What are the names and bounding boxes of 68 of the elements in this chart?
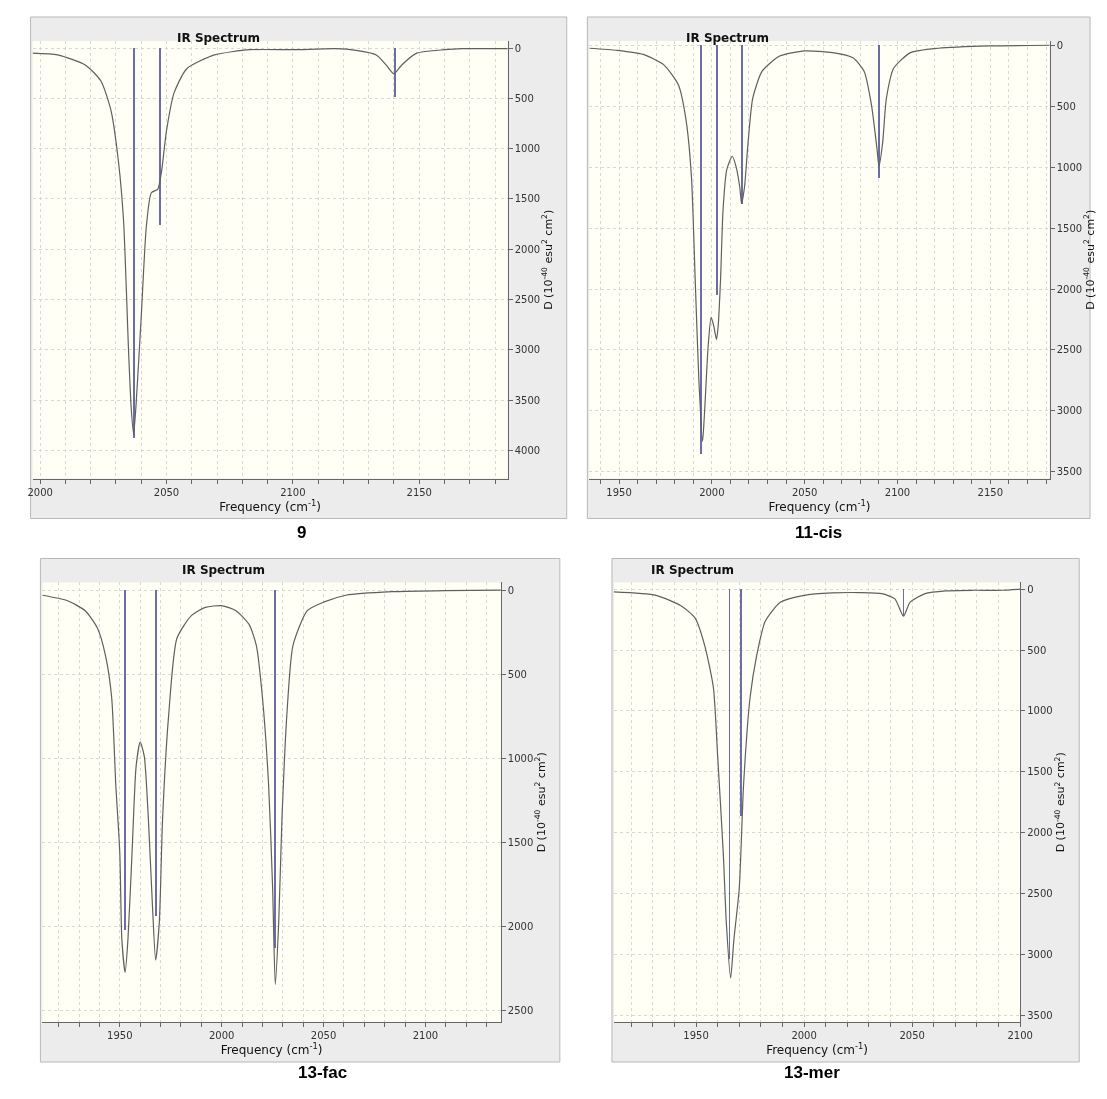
y-tick-label: 2000	[1027, 827, 1053, 839]
x-tick-label: 2150	[977, 486, 1004, 498]
text: 9	[297, 523, 307, 542]
y-tick-label: 0	[514, 42, 522, 54]
y-tick-label: 2000	[1056, 283, 1083, 295]
y-tick-label: 2500	[507, 1004, 534, 1016]
y-tick-label: 500	[1056, 100, 1076, 112]
x-tick-label: 2100	[280, 486, 306, 498]
chart-title: IR Spectrum	[686, 31, 770, 45]
x-axis-title: Frequency (cm$^{-1}$)	[219, 497, 322, 514]
y-tick-label: 1000	[1056, 161, 1083, 173]
y-tick-label: 0	[1056, 39, 1064, 51]
x-tick-label: 2050	[791, 486, 818, 498]
y-tick-label: 2000	[514, 243, 541, 255]
x-axis-title: Frequency (cm$^{-1}$)	[220, 1041, 323, 1058]
y-tick-label: 2500	[514, 294, 541, 305]
y-tick-label: 3500	[1027, 1009, 1053, 1021]
chart-title: IR Spectrum	[177, 31, 261, 45]
y-tick-label: 2000	[507, 920, 534, 932]
x-tick-label: 2100	[1007, 1030, 1033, 1042]
y-tick-label: 500	[507, 668, 527, 680]
x-tick-label: 1950	[107, 1030, 133, 1042]
x-tick-label: 2050	[153, 486, 180, 498]
y-tick-label: 3000	[1027, 948, 1053, 960]
text: 11-cis	[795, 523, 843, 542]
x-tick-label: 2000	[699, 486, 725, 498]
x-tick-label: 2000	[791, 1030, 817, 1042]
y-tick-label: 4000	[514, 444, 541, 456]
x-tick-label: 1950	[683, 1030, 709, 1042]
bar	[132, 47, 135, 438]
x-tick-label: 2000	[208, 1030, 235, 1042]
bar	[878, 44, 881, 178]
bar	[700, 44, 703, 454]
y-tick-label: 0	[1027, 583, 1034, 595]
bar	[741, 44, 744, 204]
chart-title: IR Spectrum	[182, 563, 266, 577]
y-tick-label: 3000	[514, 344, 541, 356]
x-axis-title: Frequency (cm$^{-1}$)	[768, 497, 871, 514]
y-tick-label: 1500	[1056, 222, 1083, 234]
bar	[739, 589, 742, 817]
bar	[716, 44, 719, 295]
bar	[393, 47, 396, 97]
bar	[158, 47, 161, 225]
x-tick-label: 2100	[412, 1030, 439, 1042]
y-tick-label: 2500	[1027, 888, 1053, 900]
y-tick-label: 1500	[514, 193, 541, 205]
y-tick-label: 3000	[1056, 405, 1083, 417]
x-tick-label: 2050	[310, 1030, 337, 1042]
x-tick-label: 2000	[27, 486, 53, 498]
y-tick-label: 3500	[514, 394, 541, 406]
y-tick-label: 500	[514, 92, 534, 104]
x-axis-title: Frequency (cm$^{-1}$)	[766, 1041, 868, 1058]
x-tick-label: 1950	[606, 486, 632, 498]
x-tick-label: 2150	[406, 486, 432, 498]
text: 13-fac	[298, 1063, 348, 1082]
y-tick-label: 0	[507, 584, 515, 596]
x-tick-label: 2050	[899, 1030, 925, 1042]
x-tick-label: 2100	[884, 486, 911, 498]
y-tick-label: 500	[1027, 644, 1047, 656]
chart-title: IR Spectrum	[651, 563, 735, 577]
y-tick-label: 1500	[1027, 766, 1053, 778]
y-tick-label: 3500	[1056, 466, 1083, 478]
y-tick-label: 1000	[507, 752, 534, 764]
y-tick-label: 1500	[507, 836, 534, 848]
y-tick-label: 1000	[514, 143, 541, 155]
y-tick-label: 1000	[1027, 705, 1053, 717]
text: 13-mer	[784, 1063, 841, 1082]
y-tick-label: 2500	[1056, 344, 1083, 356]
